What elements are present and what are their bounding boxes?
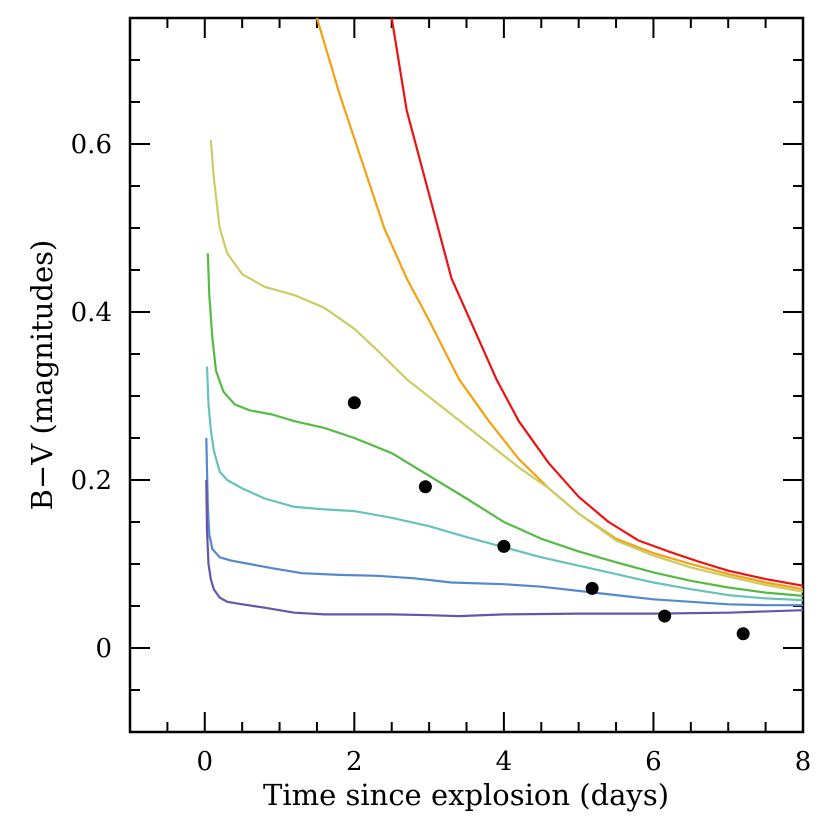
model-curves [205,18,803,618]
x-tick-label: 4 [496,747,513,777]
x-tick-label: 0 [197,747,214,777]
series-line-1 [390,18,803,587]
y-tick-label: 0.6 [71,130,112,160]
data-point [736,627,750,641]
y-tick-label: 0.4 [71,298,112,328]
x-axis-label: Time since explosion (days) [263,778,669,812]
x-tick-label: 2 [346,747,363,777]
x-tick-label: 6 [645,747,662,777]
series-line-3 [209,139,803,593]
data-point [658,609,672,623]
data-point [347,396,361,410]
series-line-4 [206,253,803,597]
series-line-7 [205,479,803,618]
y-tick-label: 0.2 [71,466,112,496]
tick-labels: 0 2 4 6 8 0 0.2 0.4 0.6 [71,130,812,777]
series-line-5 [205,366,803,602]
y-axis-label: B−V (magnitudes) [25,240,59,511]
data-point [585,581,599,595]
data-point [418,480,432,494]
series-line-2 [315,18,803,591]
axis-ticks [129,17,804,733]
observed-points [347,396,750,641]
series-line-6 [205,437,803,607]
plot-frame [128,16,805,734]
data-point [497,539,511,553]
y-tick-label: 0 [95,634,112,664]
x-tick-label: 8 [795,747,812,777]
